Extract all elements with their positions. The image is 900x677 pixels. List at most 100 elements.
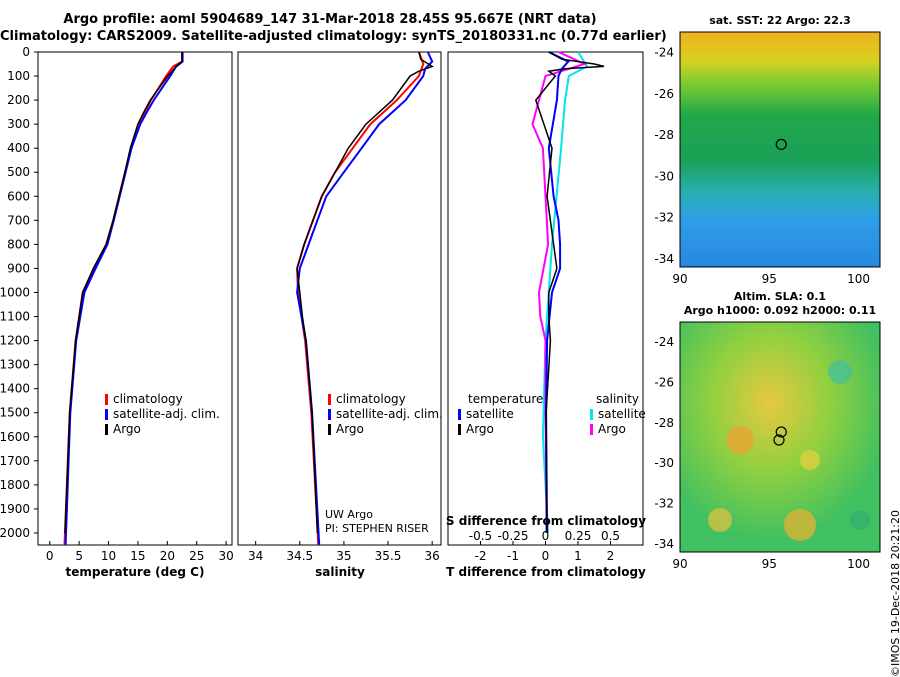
tdiff-x-tick-label: 0 (542, 549, 550, 563)
sal-legend-swatch (328, 409, 331, 420)
sla-anomaly-blob (726, 426, 754, 454)
sla-map-lon-tick-label: 100 (847, 557, 870, 571)
sst-map-lon-tick-label: 95 (762, 272, 777, 286)
sal-x-tick-label: 34.5 (286, 549, 313, 563)
sst-map-float-marker (775, 138, 787, 150)
sdiff-argo-line (531, 51, 588, 534)
sal-argo-line (296, 51, 434, 534)
sla-map-lat-tick-label: -32 (654, 497, 674, 511)
sdiff-legend-swatch (590, 424, 593, 435)
figure-title-line2: Climatology: CARS2009. Satellite-adjuste… (0, 29, 667, 44)
depth-tick-label: 1800 (0, 478, 30, 492)
temp-x-axis-label: temperature (deg C) (66, 565, 205, 579)
sdiff-x-tick-label: 0.25 (565, 529, 592, 543)
temp-legend-label: satellite-adj. clim. (113, 407, 220, 421)
temp-argo-line (64, 52, 183, 534)
temp-x-tick-label: 10 (101, 549, 116, 563)
sal-legend-swatch (328, 394, 331, 405)
sla-map-lat-tick-label: -30 (654, 456, 674, 470)
sdiff-legend-label: Argo (598, 422, 626, 436)
sdiff-x-tick-label: 0.5 (601, 529, 620, 543)
sst-map-lon-tick-label: 100 (847, 272, 870, 286)
sla-map-lon-tick-label: 90 (672, 557, 687, 571)
depth-tick-label: 100 (7, 69, 30, 83)
sla-anomaly-blob (708, 508, 732, 532)
tdiff-x-axis-label: T difference from climatology (446, 565, 646, 579)
sla-map-subtitle: Argo h1000: 0.092 h2000: 0.11 (683, 304, 877, 317)
sla-map-lon-tick-label: 95 (762, 557, 777, 571)
sal-legend-label: climatology (336, 392, 406, 406)
tdiff-x-tick-label: 1 (574, 549, 582, 563)
depth-tick-label: 1500 (0, 406, 30, 420)
sst-map-lat-tick-label: -30 (654, 169, 674, 183)
sst-map-lat-tick-label: -32 (654, 211, 674, 225)
depth-tick-label: 700 (7, 213, 30, 227)
sst-map-lat-tick-label: -24 (654, 46, 674, 60)
sla-anomaly-blob (800, 450, 820, 470)
temp-legend-swatch (105, 409, 108, 420)
tdiff-legend-swatch (458, 409, 461, 420)
depth-tick-label: 600 (7, 189, 30, 203)
depth-tick-label: 500 (7, 165, 30, 179)
sdiff-x-tick-label: -0.5 (469, 529, 492, 543)
tdiff-x-tick-label: -1 (507, 549, 519, 563)
temp-legend-label: Argo (113, 422, 141, 436)
sla-map-float-marker (775, 426, 787, 438)
tdiff-legend-label: satellite (466, 407, 514, 421)
depth-tick-label: 1300 (0, 358, 30, 372)
uw-argo-label: UW Argo (325, 508, 373, 521)
imos-timestamp: ©IMOS 19-Dec-2018 20:21:20 (889, 510, 900, 677)
panel-frame-0 (37, 51, 233, 546)
sdiff-legend-label: satellite (598, 407, 646, 421)
sla-map-lat-tick-label: -34 (654, 537, 674, 551)
tdiff-x-tick-label: -2 (475, 549, 487, 563)
sal-x-axis-label: salinity (315, 565, 365, 579)
sal-x-tick-label: 35.5 (375, 549, 402, 563)
depth-tick-label: 2000 (0, 526, 30, 540)
depth-tick-label: 1600 (0, 430, 30, 444)
sal-x-tick-label: 34 (248, 549, 263, 563)
depth-tick-label: 0 (22, 45, 30, 59)
panel-frame-1 (237, 51, 442, 546)
sla-map-title: Altim. SLA: 0.1 (733, 290, 827, 303)
sla-map-lat-tick-label: -28 (654, 416, 674, 430)
sdiff-satellite-line (541, 51, 589, 534)
depth-tick-label: 300 (7, 117, 30, 131)
temp-x-tick-label: 25 (189, 549, 204, 563)
depth-tick-label: 1100 (0, 310, 30, 324)
temp-legend-swatch (105, 424, 108, 435)
depth-tick-label: 400 (7, 141, 30, 155)
sal-legend-label: satellite-adj. clim. (336, 407, 443, 421)
temp-x-tick-label: 0 (46, 549, 54, 563)
temp-x-tick-label: 5 (75, 549, 83, 563)
sla-anomaly-blob (828, 360, 852, 384)
depth-tick-label: 1400 (0, 382, 30, 396)
depth-tick-label: 800 (7, 237, 30, 251)
temp-satellite-line (64, 52, 184, 546)
profile-plots: 0100200300400500600700800900100011001200… (0, 31, 881, 579)
temp-x-tick-label: 30 (218, 549, 233, 563)
sdiff-x-tick-label: 0 (542, 529, 550, 543)
sla-anomaly-blob (784, 509, 816, 541)
figure-title-line1: Argo profile: aoml 5904689_147 31-Mar-20… (63, 12, 597, 27)
sla-map-lat-tick-label: -24 (654, 335, 674, 349)
sdiff-x-axis-label: S difference from climatology (446, 514, 646, 528)
depth-tick-label: 1900 (0, 502, 30, 516)
pi-name-label: PI: STEPHEN RISER (325, 522, 429, 535)
sst-map-lat-tick-label: -26 (654, 87, 674, 101)
sst-map-lat-tick-label: -34 (654, 252, 674, 266)
sla-anomaly-blob (850, 510, 870, 530)
sal-x-tick-label: 36 (425, 549, 440, 563)
sal-x-tick-label: 35 (336, 549, 351, 563)
sla-map-float-marker-top (773, 434, 785, 446)
tdiff-argo-line (534, 51, 605, 534)
sst-map-title: sat. SST: 22 Argo: 22.3 (709, 14, 851, 27)
temp-x-tick-label: 20 (160, 549, 175, 563)
depth-tick-label: 900 (7, 261, 30, 275)
sla-map-lat-tick-label: -26 (654, 376, 674, 390)
depth-tick-label: 1000 (0, 285, 30, 299)
temp-legend-label: climatology (113, 392, 183, 406)
sdiff-x-tick-label: -0.25 (497, 529, 528, 543)
tdiff-legend-title: temperature (468, 392, 543, 406)
sst-map-lat-tick-label: -28 (654, 128, 674, 142)
